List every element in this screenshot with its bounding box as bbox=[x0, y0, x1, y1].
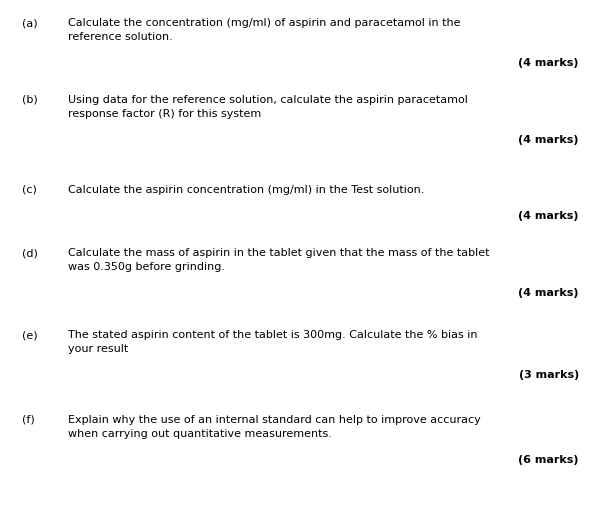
Text: (a): (a) bbox=[22, 18, 37, 28]
Text: reference solution.: reference solution. bbox=[68, 32, 172, 42]
Text: Explain why the use of an internal standard can help to improve accuracy: Explain why the use of an internal stand… bbox=[68, 415, 481, 425]
Text: (3 marks): (3 marks) bbox=[519, 370, 579, 380]
Text: (d): (d) bbox=[22, 248, 38, 258]
Text: Using data for the reference solution, calculate the aspirin paracetamol: Using data for the reference solution, c… bbox=[68, 95, 468, 105]
Text: (4 marks): (4 marks) bbox=[519, 288, 579, 298]
Text: Calculate the concentration (mg/ml) of aspirin and paracetamol in the: Calculate the concentration (mg/ml) of a… bbox=[68, 18, 461, 28]
Text: Calculate the aspirin concentration (mg/ml) in the Test solution.: Calculate the aspirin concentration (mg/… bbox=[68, 185, 425, 195]
Text: (f): (f) bbox=[22, 415, 35, 425]
Text: response factor (R) for this system: response factor (R) for this system bbox=[68, 109, 261, 119]
Text: Calculate the mass of aspirin in the tablet given that the mass of the tablet: Calculate the mass of aspirin in the tab… bbox=[68, 248, 490, 258]
Text: (4 marks): (4 marks) bbox=[519, 58, 579, 68]
Text: (6 marks): (6 marks) bbox=[519, 455, 579, 465]
Text: (4 marks): (4 marks) bbox=[519, 211, 579, 221]
Text: The stated aspirin content of the tablet is 300mg. Calculate the % bias in: The stated aspirin content of the tablet… bbox=[68, 330, 478, 340]
Text: (e): (e) bbox=[22, 330, 37, 340]
Text: your result: your result bbox=[68, 344, 128, 354]
Text: (c): (c) bbox=[22, 185, 37, 195]
Text: when carrying out quantitative measurements.: when carrying out quantitative measureme… bbox=[68, 429, 332, 439]
Text: was 0.350g before grinding.: was 0.350g before grinding. bbox=[68, 262, 225, 272]
Text: (4 marks): (4 marks) bbox=[519, 135, 579, 145]
Text: (b): (b) bbox=[22, 95, 38, 105]
